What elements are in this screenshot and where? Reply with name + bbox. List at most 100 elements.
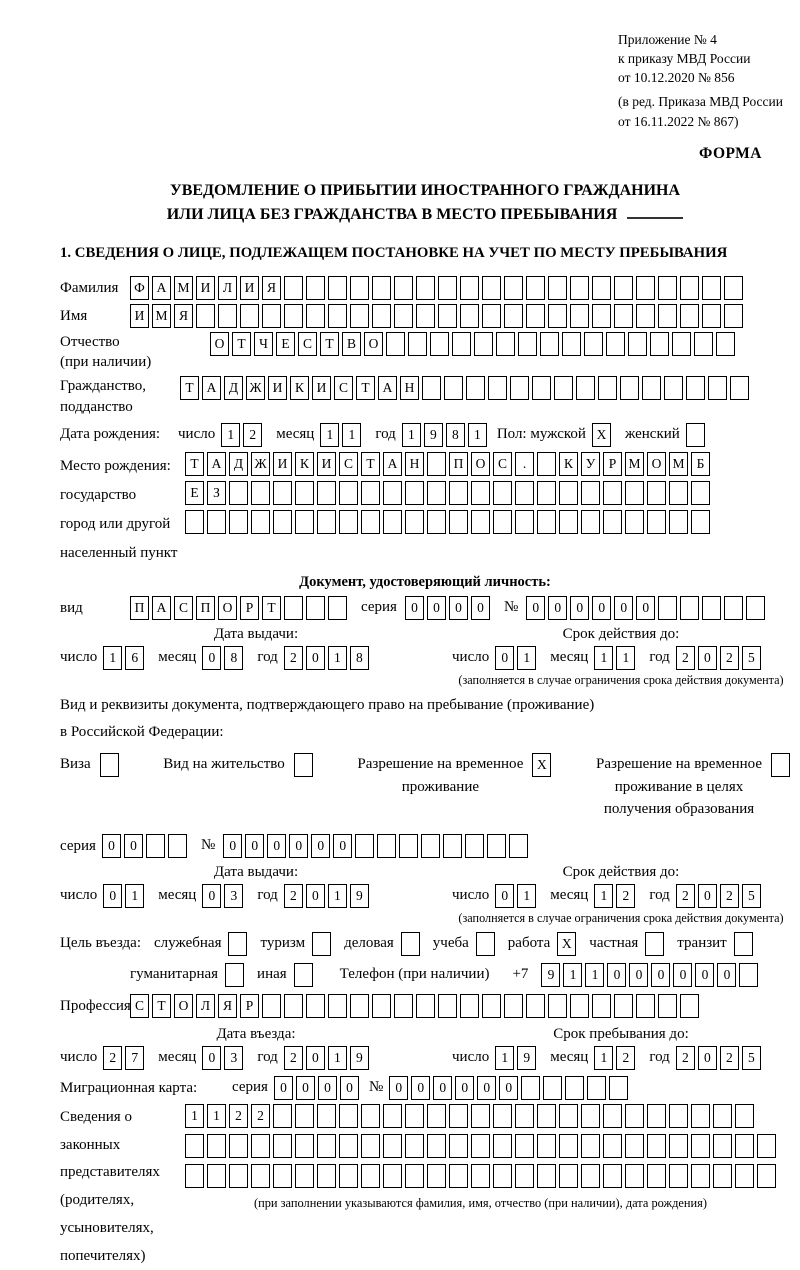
char-cell: X bbox=[591, 422, 611, 447]
purpose-other-label: иная bbox=[257, 966, 287, 983]
char-cell: 0 bbox=[103, 883, 123, 908]
char-cell bbox=[377, 833, 397, 858]
char-cell: 1 bbox=[342, 422, 362, 447]
char-cell bbox=[735, 1163, 754, 1188]
char-cell bbox=[273, 480, 292, 505]
purpose-private-label: частная bbox=[589, 935, 639, 952]
char-cell bbox=[416, 303, 435, 328]
char-cell bbox=[647, 480, 666, 505]
char-cell bbox=[229, 1163, 248, 1188]
purpose-other: иная bbox=[257, 962, 313, 987]
day-label: число bbox=[452, 887, 490, 904]
char-cell bbox=[145, 833, 165, 858]
char-cell: 1 bbox=[327, 883, 347, 908]
char-cell: 0 bbox=[697, 645, 717, 670]
char-cell: М bbox=[152, 303, 171, 328]
char-cell bbox=[293, 962, 313, 987]
year-label: год bbox=[649, 649, 670, 666]
char-cell: 1 bbox=[327, 1045, 347, 1070]
char-cell bbox=[614, 303, 633, 328]
char-cell: 0 bbox=[245, 833, 265, 858]
char-cell bbox=[328, 595, 347, 620]
char-cell: Л bbox=[196, 993, 215, 1018]
purpose-business: деловая bbox=[344, 931, 420, 956]
option-temp-residence-edu-label: Разрешение на временное проживание в цел… bbox=[596, 753, 762, 821]
char-cell bbox=[554, 376, 573, 401]
char-cell bbox=[405, 480, 424, 505]
char-cell bbox=[273, 1103, 292, 1128]
char-cell bbox=[548, 303, 567, 328]
identity-doc-number-label: № bbox=[503, 599, 519, 616]
char-cell: И bbox=[240, 275, 259, 300]
char-cell bbox=[207, 1163, 226, 1188]
purpose-official-checkbox bbox=[228, 931, 248, 956]
form-title: УВЕДОМЛЕНИЕ О ПРИБЫТИИ ИНОСТРАННОГО ГРАЖ… bbox=[60, 179, 790, 227]
guardians-label-line: представителях bbox=[60, 1164, 160, 1181]
char-cell: Я bbox=[262, 275, 281, 300]
month-label: месяц bbox=[158, 1049, 197, 1066]
char-cell: 0 bbox=[695, 962, 715, 987]
char-cell bbox=[603, 509, 622, 534]
char-cell bbox=[702, 595, 722, 620]
char-cell bbox=[647, 1103, 666, 1128]
char-cell: А bbox=[152, 275, 171, 300]
char-cell: З bbox=[207, 480, 226, 505]
purpose-transit: транзит bbox=[677, 931, 753, 956]
identity-doc-heading: Документ, удостоверяющий личность: bbox=[299, 573, 551, 590]
char-cell: 0 bbox=[202, 645, 222, 670]
stay-until-heading: Срок пребывания до: bbox=[553, 1025, 689, 1042]
option-temp-residence-label: Разрешение на временное проживание bbox=[357, 753, 523, 798]
purpose-humanitarian: гуманитарная bbox=[130, 962, 245, 987]
char-cell: 0 bbox=[629, 962, 649, 987]
birth-place-block: Место рождения: государство город или др… bbox=[60, 451, 790, 568]
char-cell bbox=[449, 1163, 468, 1188]
char-cell bbox=[465, 833, 485, 858]
char-cell: X bbox=[532, 753, 552, 778]
char-cell bbox=[405, 1103, 424, 1128]
char-cell: 5 bbox=[741, 1045, 761, 1070]
char-cell bbox=[400, 931, 420, 956]
char-cell: 0 bbox=[499, 1075, 519, 1100]
char-cell: 0 bbox=[697, 1045, 717, 1070]
char-cell bbox=[735, 1103, 754, 1128]
phone-label: Телефон (при наличии) bbox=[339, 966, 490, 983]
char-cell: А bbox=[152, 595, 171, 620]
char-cell: 0 bbox=[607, 962, 627, 987]
char-cell: П bbox=[130, 595, 149, 620]
char-cell: Р bbox=[603, 451, 622, 476]
char-cell bbox=[284, 595, 303, 620]
char-cell: 1 bbox=[327, 645, 347, 670]
purpose-tourism: туризм bbox=[260, 931, 332, 956]
char-cell bbox=[372, 275, 391, 300]
char-cell: Р bbox=[240, 595, 259, 620]
char-cell bbox=[713, 1103, 732, 1128]
char-cell: 0 bbox=[592, 595, 612, 620]
char-cell bbox=[350, 993, 369, 1018]
amendment-line: от 16.11.2022 № 867) bbox=[618, 113, 739, 129]
char-cell bbox=[427, 451, 446, 476]
purpose-humanitarian-label: гуманитарная bbox=[130, 966, 219, 983]
char-cell bbox=[691, 509, 710, 534]
char-cell: И bbox=[196, 275, 215, 300]
char-cell: А bbox=[207, 451, 226, 476]
char-cell bbox=[587, 1075, 607, 1100]
char-cell: 0 bbox=[570, 595, 590, 620]
char-cell bbox=[306, 993, 325, 1018]
year-label: год bbox=[257, 1049, 278, 1066]
birth-place-label-line: город или другой bbox=[60, 515, 171, 532]
char-cell bbox=[488, 376, 507, 401]
char-cell: И bbox=[130, 303, 149, 328]
char-cell: 2 bbox=[719, 883, 739, 908]
char-cell bbox=[592, 993, 611, 1018]
char-cell bbox=[680, 993, 699, 1018]
